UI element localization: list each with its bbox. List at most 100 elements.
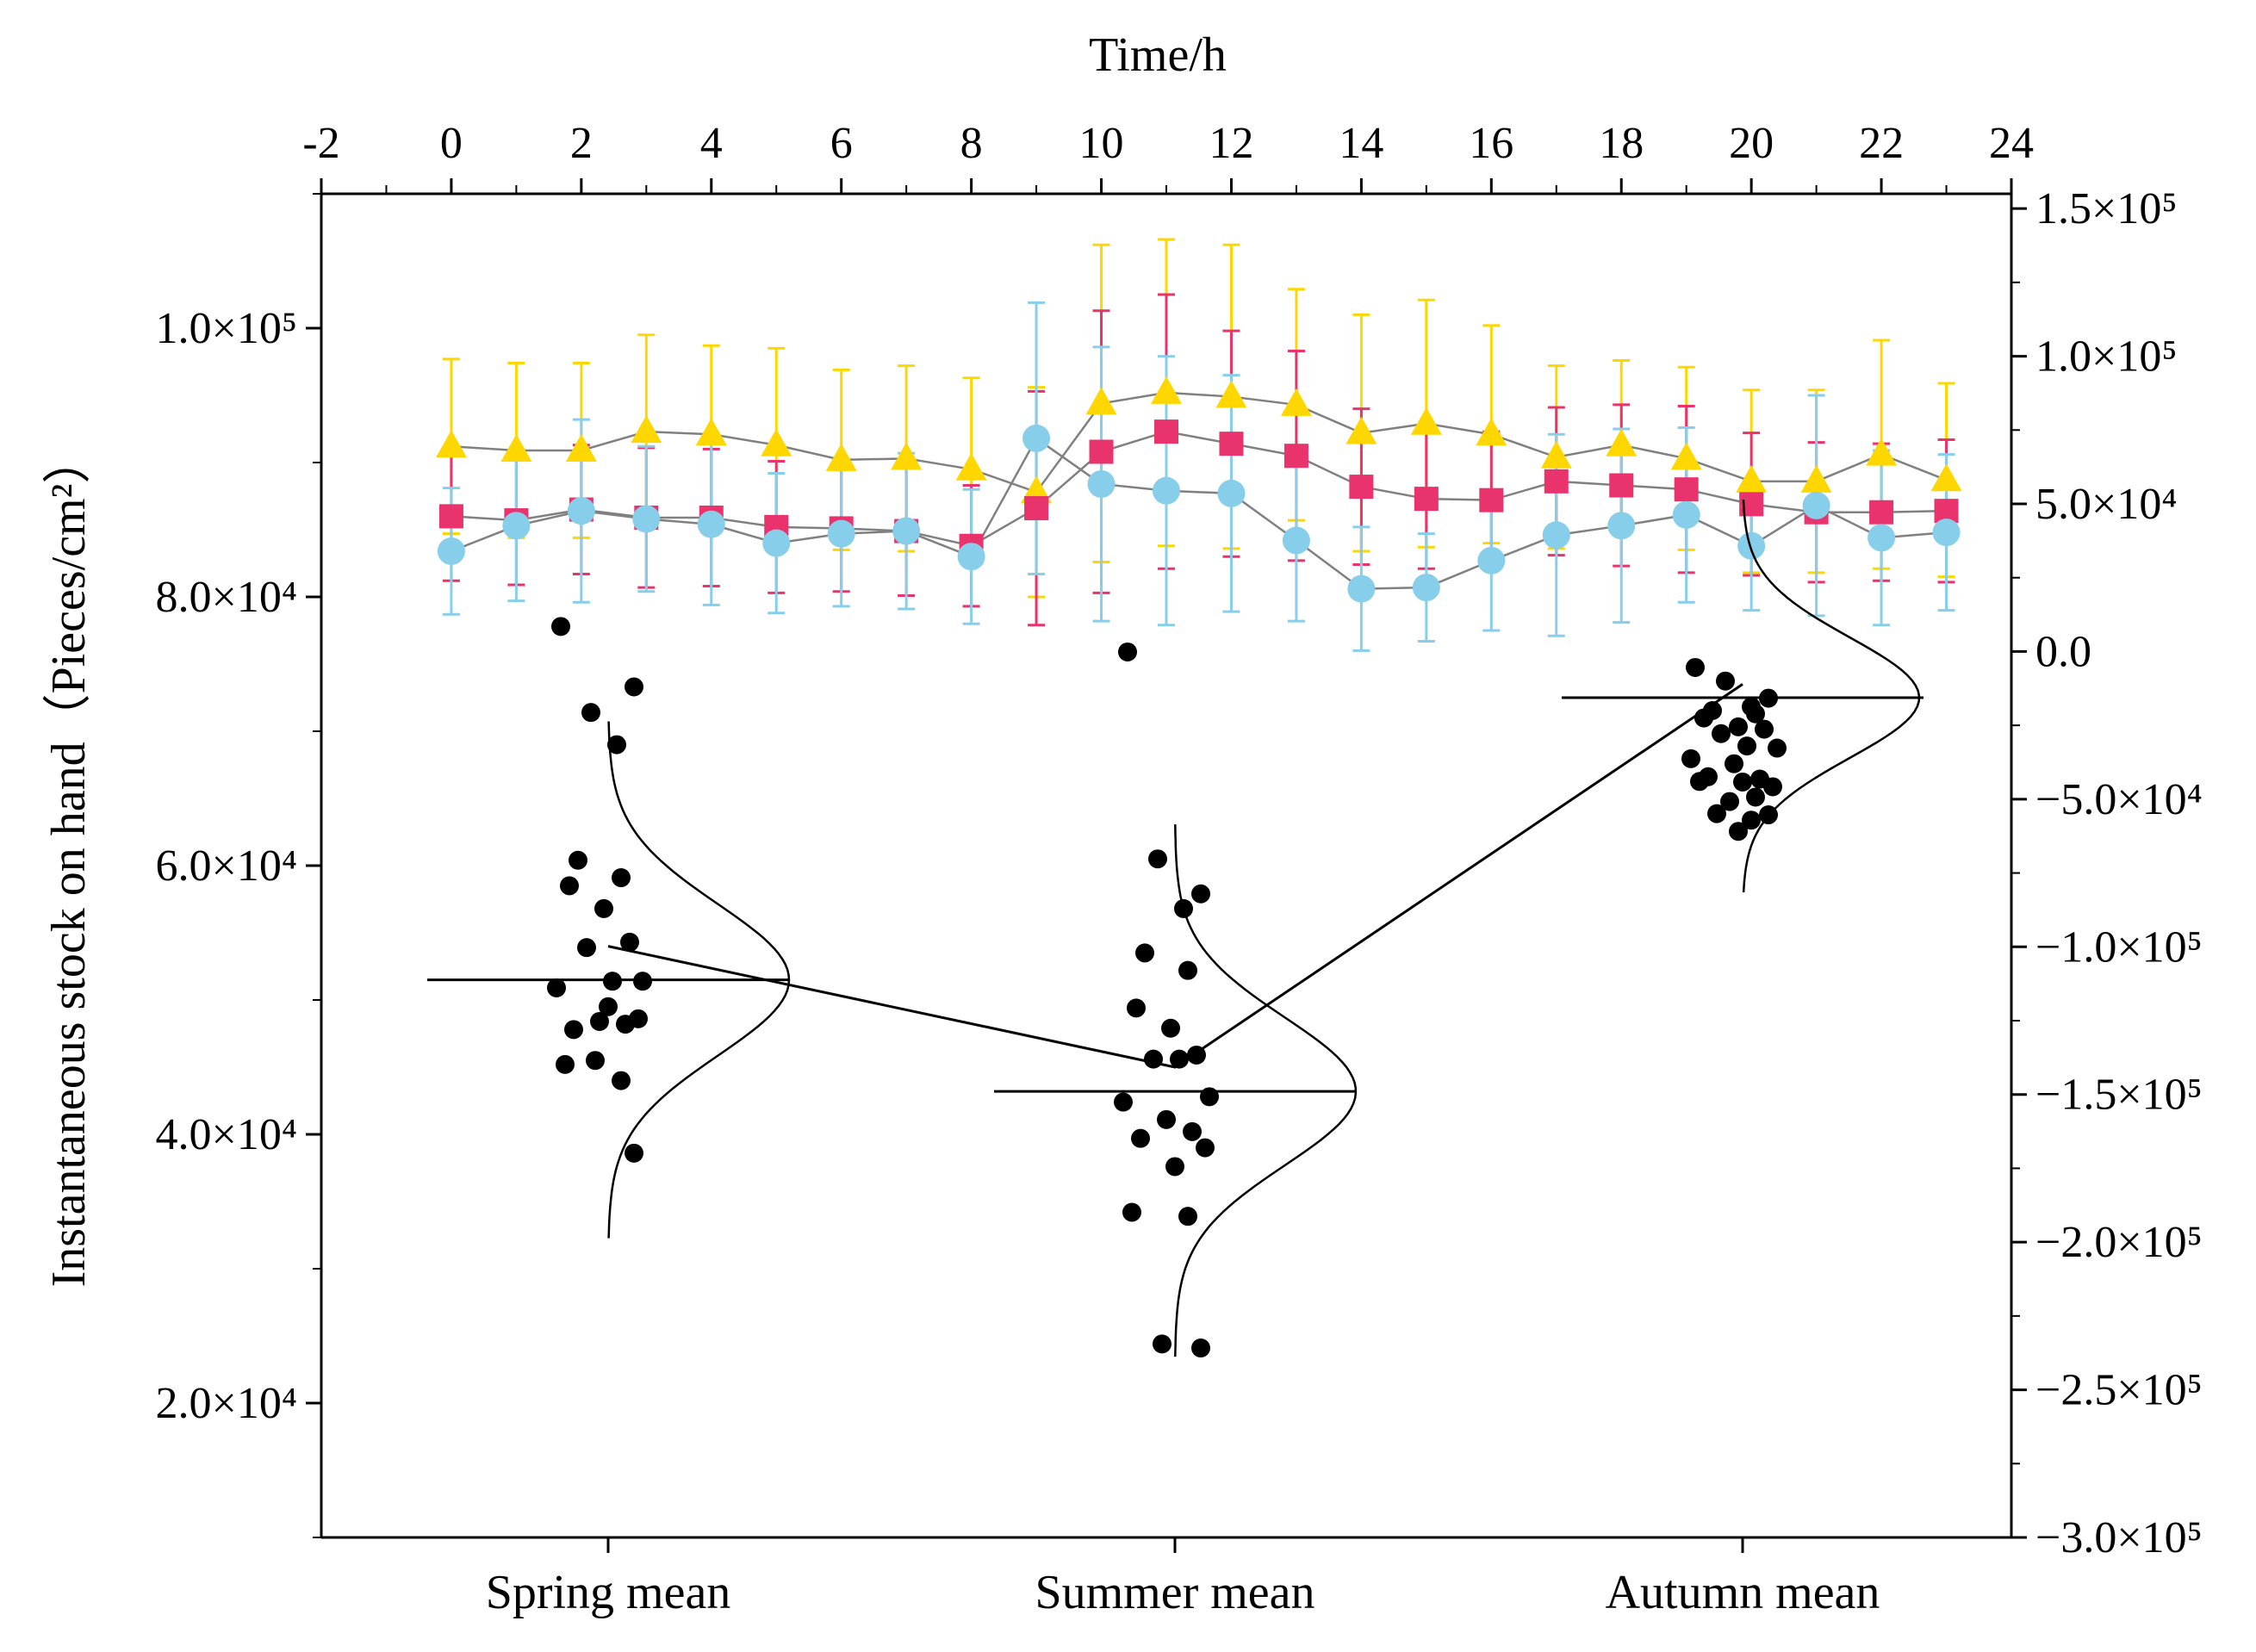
left-tick-label: 4.0×10⁴: [156, 1110, 297, 1159]
triangle-marker: [1085, 387, 1117, 415]
mean-connector-line: [607, 683, 1743, 1069]
scatter-point: [1755, 719, 1774, 739]
scatter-point: [625, 677, 643, 697]
circle-marker: [1802, 491, 1830, 519]
category-label: Summer mean: [1035, 1566, 1314, 1619]
scatter-point: [1178, 1207, 1197, 1227]
scatter-point: [1742, 810, 1761, 830]
square-marker: [438, 504, 463, 529]
scatter-point: [1148, 849, 1167, 869]
scatter-point: [1768, 738, 1787, 758]
circle-marker: [762, 529, 791, 557]
distribution-curve: [1742, 499, 1921, 893]
triangle-marker: [565, 433, 597, 462]
circle-marker: [957, 543, 985, 571]
triangle-marker: [1476, 418, 1507, 446]
top-tick-label: 16: [1469, 119, 1513, 168]
scatter-point: [629, 1009, 648, 1028]
square-marker: [1544, 469, 1569, 494]
scatter-point: [625, 1143, 643, 1163]
scatter-point: [1712, 724, 1731, 743]
right-tick-label: 0.0: [2035, 627, 2091, 676]
top-axis-title: Time/h: [1089, 28, 1227, 82]
scatter-point: [1729, 717, 1748, 736]
triangle-marker: [500, 433, 532, 462]
circle-marker: [567, 497, 595, 525]
triangle-marker: [761, 428, 792, 456]
top-tick-label: 8: [960, 119, 983, 168]
scatter-point: [586, 1051, 605, 1071]
square-marker: [1089, 439, 1114, 464]
square-marker: [1024, 496, 1049, 521]
triangle-marker: [1800, 464, 1832, 493]
right-tick-label: −1.5×10⁵: [2035, 1071, 2203, 1120]
top-tick-label: 20: [1729, 119, 1774, 168]
scatter-point: [599, 997, 618, 1016]
top-tick-label: 4: [700, 119, 723, 168]
top-tick-label: 2: [570, 119, 593, 168]
scatter-point: [1720, 792, 1739, 811]
right-tick-label: −1.0×10⁵: [2035, 922, 2203, 972]
scatter-point: [551, 617, 570, 637]
scatter-point: [1118, 642, 1137, 661]
scatter-point: [581, 703, 600, 723]
scatter-point: [1144, 1049, 1163, 1069]
circle-marker: [1868, 524, 1896, 552]
square-marker: [1219, 432, 1244, 456]
square-marker: [1609, 473, 1634, 498]
scatter-point: [1153, 1334, 1172, 1354]
right-tick-label: 1.0×10⁵: [2035, 332, 2177, 382]
scatter-point: [547, 978, 566, 997]
scatter-point: [612, 1071, 631, 1090]
circle-marker: [1153, 476, 1180, 505]
scatter-point: [1733, 772, 1752, 792]
scatter-point: [1183, 1121, 1202, 1141]
scatter-point: [1707, 804, 1726, 823]
scatter-point: [1690, 772, 1709, 792]
top-tick-label: 10: [1079, 119, 1124, 168]
circle-marker: [1022, 424, 1051, 452]
triangle-marker: [955, 452, 987, 481]
triangle-marker: [1215, 380, 1247, 408]
series-markers: [435, 376, 1962, 603]
triangle-marker: [1670, 442, 1702, 470]
right-tick-label: −2.0×10⁵: [2035, 1218, 2203, 1267]
square-marker: [1349, 475, 1374, 500]
circle-marker: [502, 512, 531, 540]
right-tick-label: −3.0×10⁵: [2035, 1513, 2203, 1562]
triangle-marker: [891, 442, 923, 470]
scatter-point: [564, 1020, 583, 1040]
circle-marker: [827, 519, 855, 548]
triangle-marker: [1280, 388, 1312, 416]
right-tick-label: 1.5×10⁵: [2035, 184, 2177, 233]
top-tick-label: 18: [1599, 119, 1644, 168]
scatter-point: [1759, 805, 1778, 825]
triangle-marker: [1151, 376, 1182, 404]
circle-marker: [697, 510, 725, 538]
scatter-point: [1191, 884, 1210, 904]
top-tick-label: 6: [830, 119, 853, 168]
right-tick-label: −2.5×10⁵: [2035, 1366, 2203, 1415]
axes: -2 0 2 4 6 8 10 12 14 16 18 20 22 242.0×10⁴4.0×10⁴6.0…: [156, 119, 2203, 1619]
scatter-point: [1122, 1202, 1141, 1222]
scatter-point: [569, 850, 587, 870]
scatter-point: [1135, 943, 1154, 963]
scatter-point: [1127, 998, 1146, 1018]
triangle-marker: [1540, 440, 1572, 469]
scatter-point: [1161, 1018, 1180, 1038]
left-axis-title: Instantaneous stock on hand（Pieces/cm²）: [42, 436, 96, 1288]
scatter-point: [1170, 1049, 1189, 1069]
square-marker: [1414, 487, 1439, 512]
scatter-point: [594, 898, 613, 918]
scatter-point: [1165, 1157, 1184, 1177]
scatter-point: [1191, 1338, 1210, 1358]
triangle-marker: [1606, 428, 1638, 456]
triangle-marker: [825, 443, 857, 471]
scatter-point: [1681, 748, 1700, 768]
scatter-point: [1716, 671, 1735, 691]
scatter-point: [603, 972, 622, 991]
right-tick-label: 5.0×10⁴: [2035, 480, 2177, 529]
scatter-point: [1114, 1092, 1133, 1112]
scatter-point: [1759, 688, 1778, 708]
circle-marker: [1607, 512, 1636, 540]
